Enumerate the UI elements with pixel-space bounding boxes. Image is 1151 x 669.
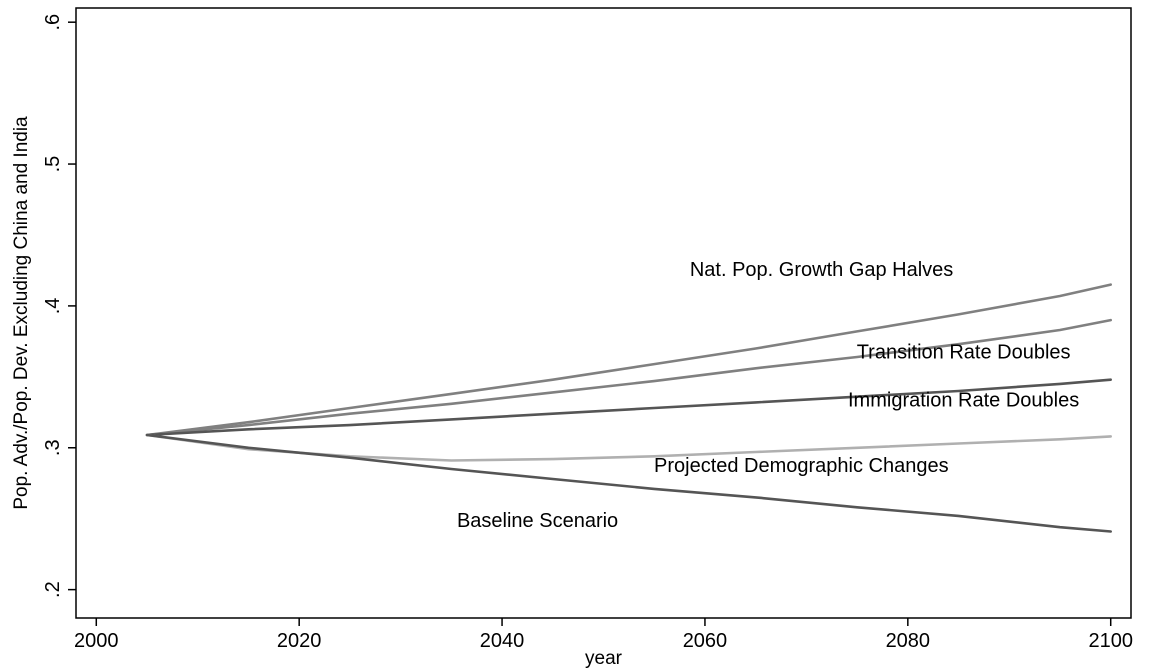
y-axis-title: Pop. Adv./Pop. Dev. Excluding China and … <box>11 116 32 510</box>
x-tick-label: 2080 <box>886 630 931 652</box>
series-layer <box>145 283 1112 533</box>
series-annotation-3: Immigration Rate Doubles <box>848 390 1079 412</box>
y-tick-label: .2 <box>42 581 64 598</box>
annotation-layer: Nat. Pop. Growth Gap Halves Transition Ra… <box>457 259 1079 532</box>
series-line-4 <box>145 433 1112 462</box>
x-axis: 2000 2020 2040 2060 2080 2100 <box>74 618 1133 652</box>
plot-area <box>75 7 1132 619</box>
y-tick-label: .4 <box>42 298 64 315</box>
series-annotation-1: Nat. Pop. Growth Gap Halves <box>690 259 953 281</box>
series-annotation-2: Transition Rate Doubles <box>857 341 1071 363</box>
x-tick-label: 2060 <box>683 630 728 652</box>
y-axis: .2 .3 .4 .5 .6 <box>42 14 76 598</box>
y-tick-label: .3 <box>42 439 64 456</box>
series-line-1 <box>145 283 1112 437</box>
series-line-5 <box>145 433 1112 533</box>
y-tick-label: .5 <box>42 156 64 173</box>
x-tick-label: 2100 <box>1088 630 1133 652</box>
y-tick-label: .6 <box>42 14 64 31</box>
series-annotation-5: Baseline Scenario <box>457 510 618 532</box>
series-line-3 <box>145 378 1112 437</box>
x-axis-title: year <box>585 648 623 669</box>
x-tick-label: 2000 <box>74 630 119 652</box>
series-line-2 <box>145 318 1112 437</box>
plot-border <box>75 7 1132 619</box>
series-annotation-4: Projected Demographic Changes <box>654 455 949 477</box>
x-tick-label: 2020 <box>277 630 322 652</box>
x-tick-label: 2040 <box>480 630 525 652</box>
